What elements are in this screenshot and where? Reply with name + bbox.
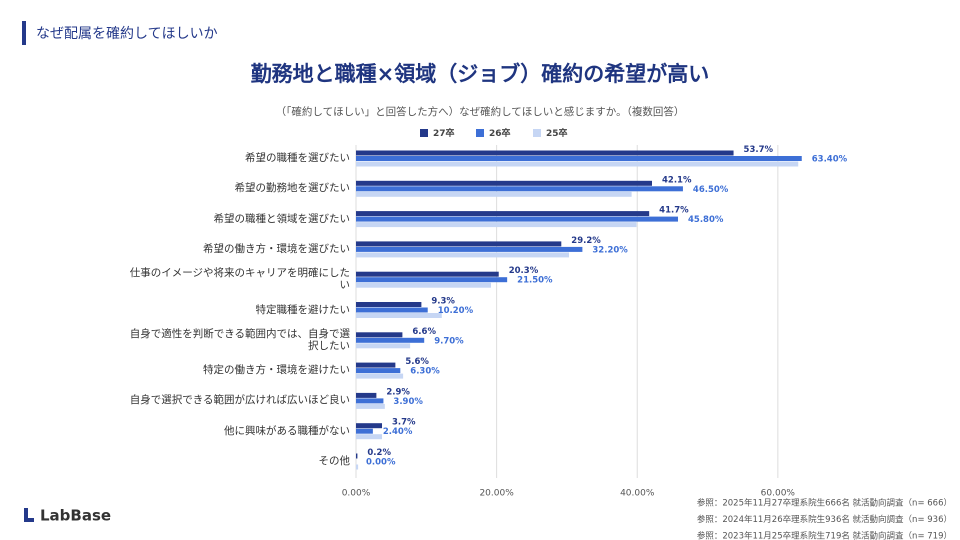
footnote: 参照：2025年11月27卒理系院生666名 就活動向調査（n= 666）: [697, 498, 952, 509]
logo-icon: [24, 508, 28, 522]
bar: [356, 186, 683, 192]
bar: [356, 180, 652, 186]
bar: [356, 222, 637, 228]
bar: [356, 362, 396, 368]
y-tick-label: 希望の働き方・環境を選びたい: [203, 242, 350, 255]
data-label: 21.50%: [517, 276, 553, 286]
y-tick-label: 希望の職種と領域を選びたい: [213, 212, 351, 225]
bar: [356, 373, 404, 379]
data-label: 5.6%: [405, 357, 429, 367]
data-label: 0.2%: [367, 448, 391, 458]
bar: [356, 277, 508, 283]
data-label: 32.20%: [592, 245, 628, 255]
y-tick-label: 特定の働き方・環境を避けたい: [203, 364, 350, 377]
x-tick-label: 20.00%: [479, 489, 514, 499]
data-label: 53.7%: [744, 145, 774, 155]
data-label: 45.80%: [688, 215, 724, 225]
y-tick-label: 特定職種を避けたい: [255, 303, 351, 316]
bar: [356, 156, 802, 161]
bar: [356, 453, 358, 459]
bar: [356, 282, 491, 288]
bar: [356, 216, 679, 222]
x-tick-label: 60.00%: [761, 489, 796, 499]
data-label: 6.6%: [412, 327, 436, 337]
logo: LabBase: [40, 507, 111, 525]
footnote: 参照：2024年11月26卒理系院生936名 就活動向調査（n= 936）: [697, 514, 952, 525]
header-bar: [22, 21, 26, 45]
chart-title: 勤務地と職種×領域（ジョブ）確約の希望が高い: [251, 62, 710, 86]
data-label: 20.3%: [509, 266, 539, 276]
header: なぜ配属を確約してほしいか: [36, 26, 218, 42]
data-label: 46.50%: [693, 185, 729, 195]
x-tick-label: 0.00%: [342, 489, 371, 499]
y-tick-label: 自身で適性を判断できる範囲内では、自身で選択したい: [129, 327, 350, 352]
bar: [356, 252, 570, 258]
data-label: 9.3%: [431, 297, 455, 307]
bar: [356, 464, 359, 470]
data-label: 63.40%: [812, 155, 848, 165]
bar: [356, 337, 425, 343]
bar: [356, 307, 428, 313]
y-tick-label: 希望の勤務地を選びたい: [234, 182, 351, 195]
legend-swatch: [476, 129, 484, 137]
data-label: 10.20%: [438, 306, 474, 316]
legend-label: 26卒: [489, 127, 511, 139]
bar: [356, 246, 583, 252]
bar: [356, 428, 373, 434]
bar: [356, 368, 401, 374]
bar: [356, 211, 650, 217]
data-label: 3.7%: [392, 418, 416, 428]
data-label: 2.40%: [383, 427, 413, 437]
data-label: 29.2%: [571, 236, 601, 246]
bar: [356, 191, 632, 197]
legend-swatch: [420, 129, 428, 137]
chart-subtitle: （「確約してほしい」と回答した方へ）なぜ確約してほしいと感じますか。（複数回答）: [276, 105, 685, 118]
legend-swatch: [533, 129, 541, 137]
data-label: 42.1%: [662, 175, 692, 185]
data-label: 6.30%: [410, 367, 440, 377]
y-tick-label: その他: [318, 455, 351, 467]
bar: [356, 302, 422, 307]
x-tick-label: 40.00%: [620, 489, 655, 499]
bar: [356, 150, 734, 156]
bar: [356, 398, 384, 404]
data-label: 41.7%: [659, 206, 689, 216]
bar: [356, 332, 403, 338]
bar: [356, 161, 799, 167]
legend-label: 27卒: [433, 127, 455, 139]
y-tick-label: 自身で選択できる範囲が広ければ広いほど良い: [129, 394, 350, 407]
data-label: 3.90%: [393, 397, 423, 407]
bar: [356, 241, 562, 247]
bar: [356, 392, 377, 398]
bar: [356, 313, 442, 318]
y-tick-label: 希望の職種を選びたい: [245, 152, 350, 164]
data-label: 2.9%: [386, 387, 410, 397]
bar: [356, 403, 385, 409]
data-label: 0.00%: [366, 458, 396, 468]
bar: [356, 343, 411, 349]
footnote: 参照：2023年11月25卒理系院生719名 就活動向調査（n= 719）: [697, 531, 952, 540]
y-tick-label: 他に興味がある職種がない: [224, 424, 350, 437]
data-label: 9.70%: [434, 336, 464, 346]
logo-icon: [24, 518, 34, 522]
bar: [356, 423, 383, 429]
legend-label: 25卒: [546, 127, 568, 139]
y-tick-label: 仕事のイメージや将来のキャリアを明確にしたい: [129, 267, 350, 292]
bar: [356, 271, 499, 277]
bar: [356, 434, 383, 440]
